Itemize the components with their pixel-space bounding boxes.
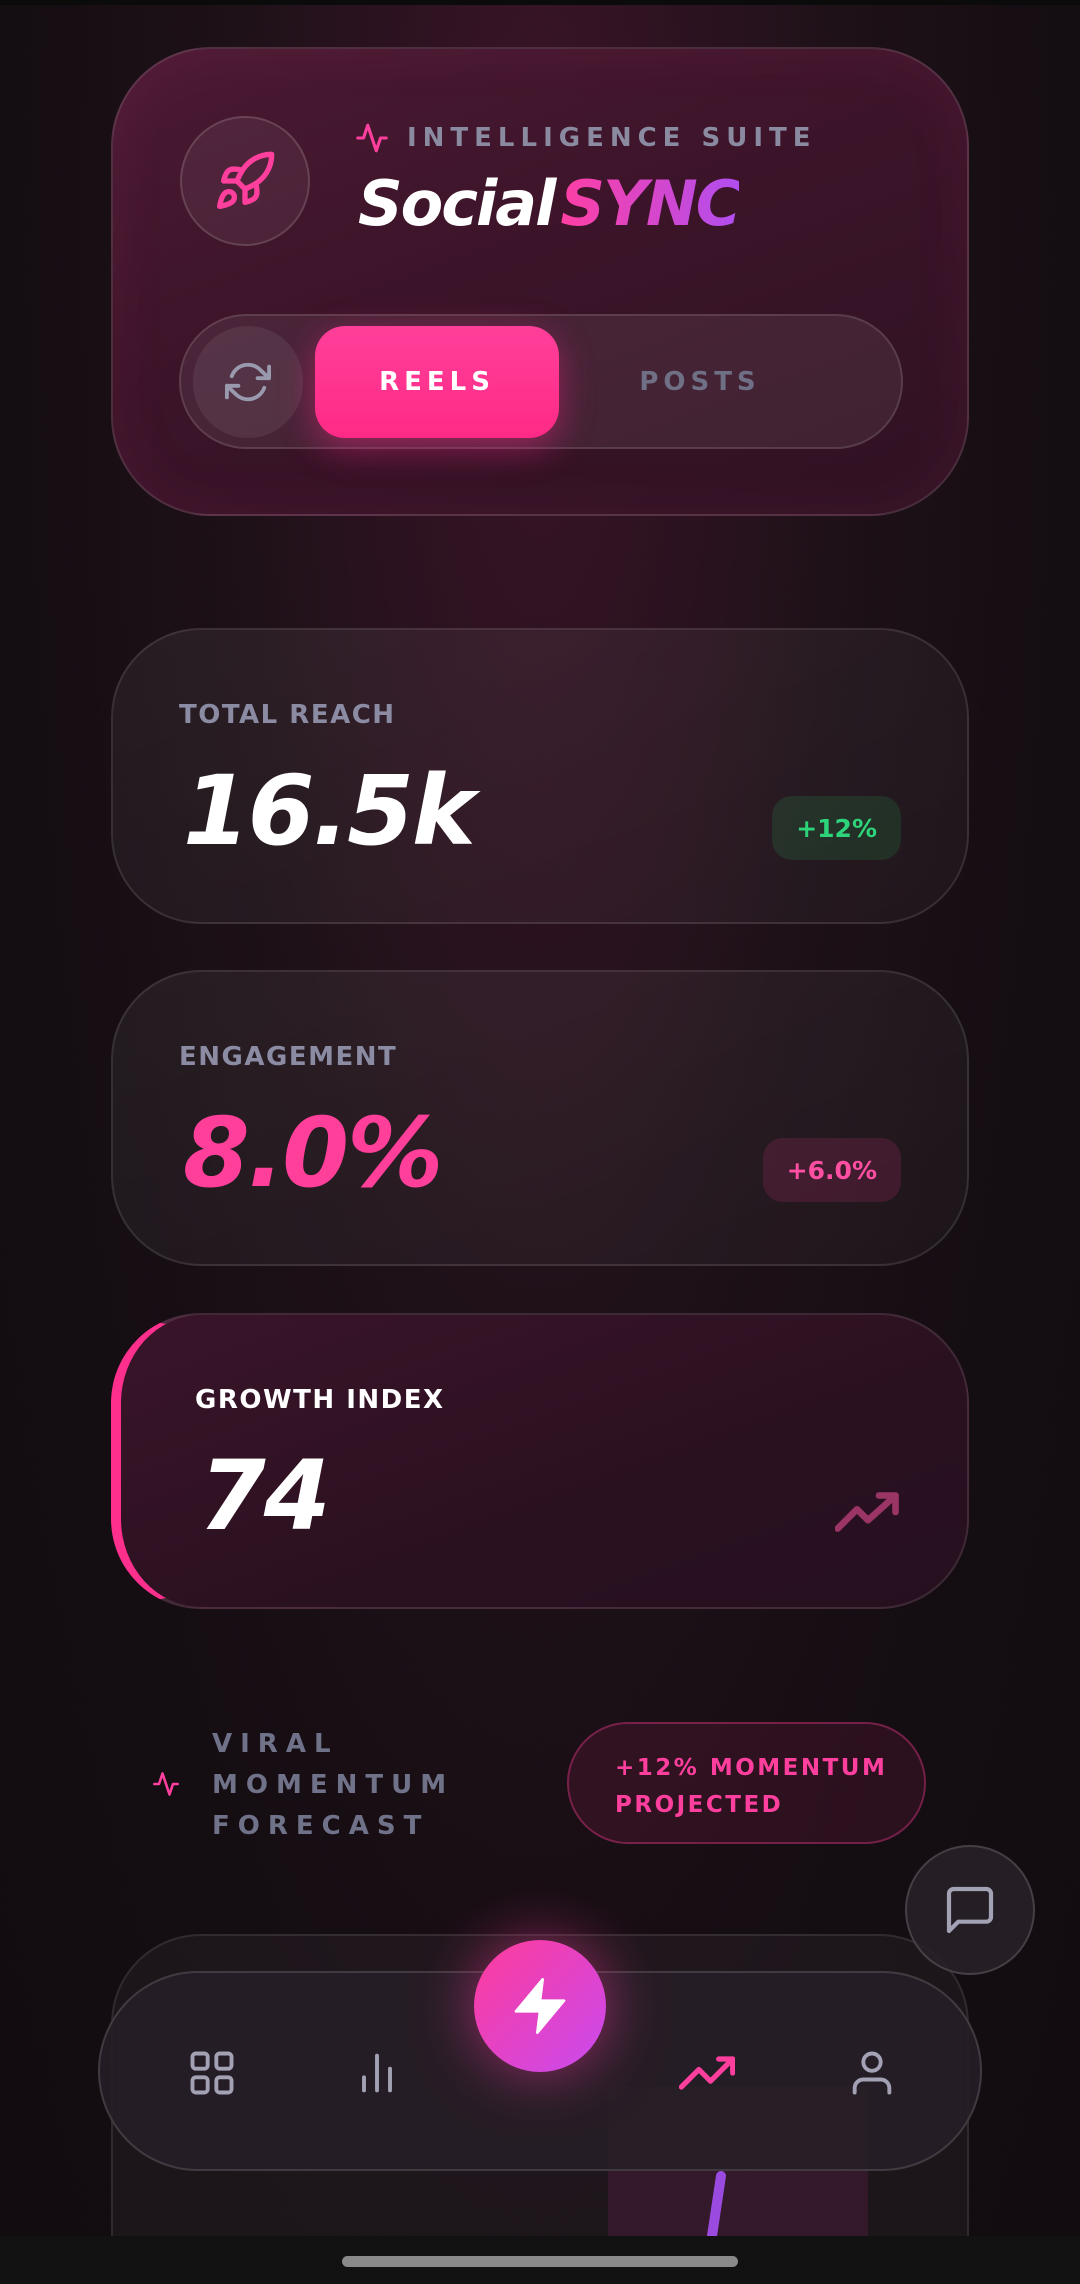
forecast-line-1: VIRAL <box>212 1729 339 1759</box>
change-badge: +12% <box>772 796 901 860</box>
bar-chart-icon <box>362 2053 392 2093</box>
status-strip <box>0 0 1080 5</box>
change-badge: +6.0% <box>762 1138 901 1202</box>
metric-label: ENGAGEMENT <box>179 1042 398 1072</box>
refresh-icon <box>225 362 271 402</box>
metric-value: 8.0% <box>183 1097 443 1209</box>
posts-tab[interactable]: POSTS <box>639 367 761 397</box>
nav-trends[interactable] <box>662 2028 752 2118</box>
trending-up-icon <box>835 1492 899 1532</box>
nav-profile[interactable] <box>827 2028 917 2118</box>
suite-row: INTELLIGENCE SUITE <box>355 121 817 155</box>
activity-icon <box>356 123 388 153</box>
header-card: INTELLIGENCE SUITE SocialSYNC REELS POST… <box>111 47 969 516</box>
nav-dashboard[interactable] <box>167 2028 257 2118</box>
brand-part-1: Social <box>358 167 556 240</box>
metric-label: TOTAL REACH <box>179 700 396 730</box>
momentum-badge-line-2: PROJECTED <box>615 1792 784 1818</box>
nav-quick-action[interactable] <box>474 1940 606 2072</box>
brand-part-2: SYNC <box>560 167 741 240</box>
forecast-line-2: MOMENTUM <box>212 1770 455 1800</box>
chat-button[interactable] <box>905 1845 1035 1975</box>
app-logo <box>180 116 310 246</box>
suite-label: INTELLIGENCE SUITE <box>407 123 817 153</box>
forecast-title: VIRAL MOMENTUM FORECAST <box>212 1724 492 1847</box>
home-indicator[interactable] <box>342 2256 738 2267</box>
brand-title: SocialSYNC <box>358 167 741 240</box>
sync-button[interactable] <box>193 326 303 438</box>
growth-index-card[interactable]: GROWTH INDEX 74 <box>111 1313 969 1609</box>
grid-icon <box>190 2051 234 2095</box>
activity-icon <box>153 1772 179 1796</box>
metric-value: 74 <box>199 1440 331 1552</box>
metric-label: GROWTH INDEX <box>195 1385 445 1415</box>
total-reach-card[interactable]: TOTAL REACH 16.5k +12% <box>111 628 969 924</box>
user-icon <box>852 2051 892 2095</box>
trending-up-icon <box>679 2056 735 2090</box>
content-type-toggle: REELS POSTS <box>179 314 903 449</box>
engagement-card[interactable]: ENGAGEMENT 8.0% +6.0% <box>111 970 969 1266</box>
bolt-icon <box>514 1978 566 2034</box>
chat-icon <box>946 1886 994 1934</box>
momentum-badge: +12% MOMENTUM PROJECTED <box>567 1722 926 1844</box>
nav-analytics[interactable] <box>332 2028 422 2118</box>
rocket-icon <box>217 151 275 209</box>
momentum-badge-line-1: +12% MOMENTUM <box>615 1755 888 1781</box>
metric-value: 16.5k <box>183 755 476 867</box>
forecast-line-3: FORECAST <box>212 1811 430 1841</box>
reels-tab[interactable]: REELS <box>315 326 559 438</box>
